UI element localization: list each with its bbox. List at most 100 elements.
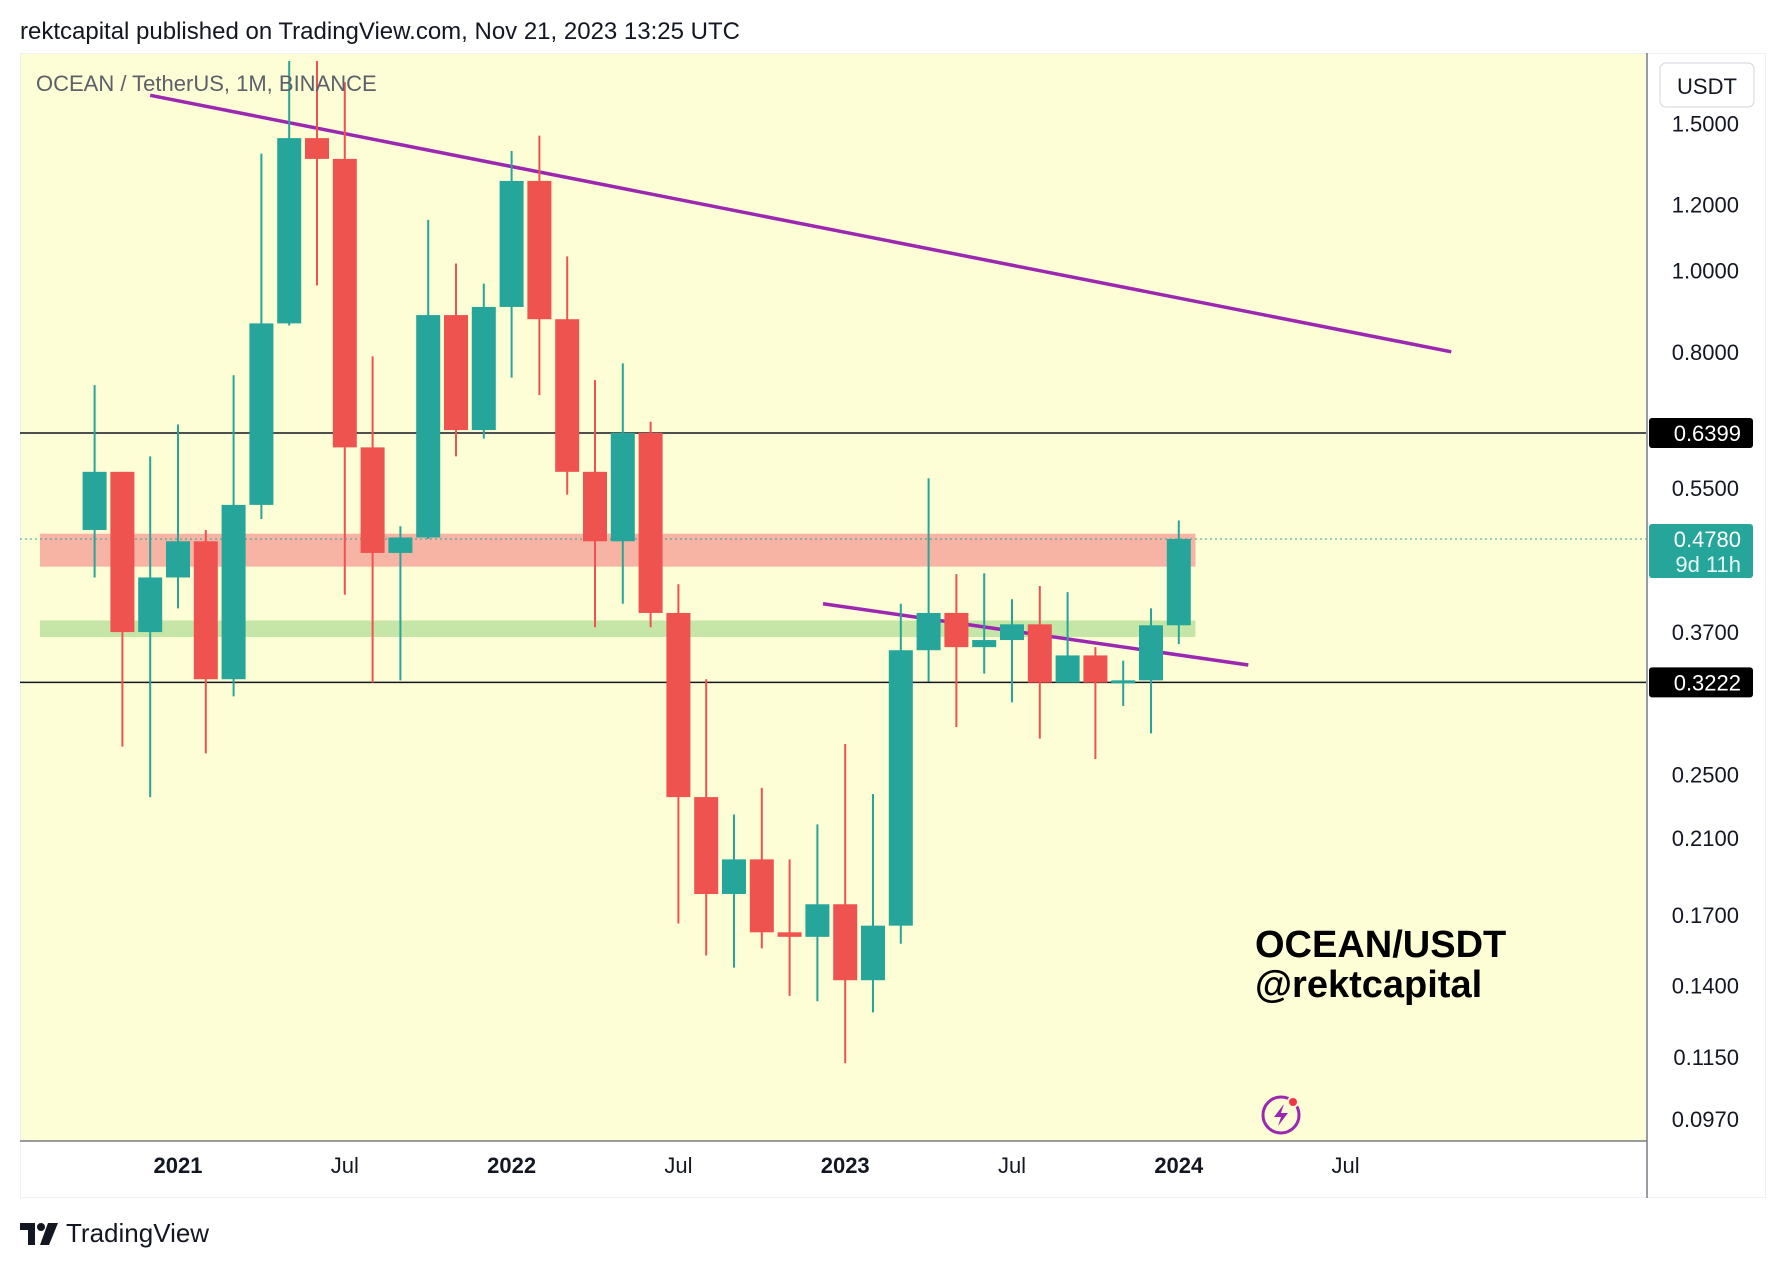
candle-body (166, 541, 190, 578)
candle-body (360, 447, 385, 553)
candle-body (110, 471, 135, 633)
price-label-value: 0.4780 (1674, 527, 1741, 552)
candle (722, 814, 746, 968)
candle-body (527, 180, 552, 320)
x-axis-ticks: 2021 Jul 2022 Jul 2023 Jul 2024 Jul (154, 1153, 1360, 1178)
candle-body (1000, 624, 1024, 641)
price-label-value: 0.6399 (1674, 421, 1741, 446)
price-label-countdown: 9d 11h (1675, 552, 1741, 577)
y-tick-label: 0.1400 (1672, 973, 1739, 998)
candle-body (1139, 625, 1163, 681)
candle (249, 153, 274, 520)
candle (888, 603, 913, 944)
price-chart[interactable]: 1.5000 1.2000 1.0000 0.8000 0.5500 0.3700 0.25… (20, 53, 1766, 1198)
candle-body (1055, 655, 1080, 683)
x-tick-label: 2023 (821, 1153, 870, 1178)
y-tick-label: 0.1700 (1672, 903, 1739, 928)
x-tick-label: Jul (331, 1153, 359, 1178)
candle (749, 787, 774, 949)
candle (277, 61, 302, 326)
candle-body (972, 640, 997, 648)
candle-body (638, 432, 663, 613)
candle (416, 219, 441, 539)
y-axis-ticks: 1.5000 1.2000 1.0000 0.8000 0.5500 0.3700 0.25… (1672, 111, 1739, 1131)
candle-body (777, 932, 802, 937)
candle (1083, 647, 1108, 759)
y-tick-label: 0.1150 (1673, 1045, 1739, 1070)
y-tick-label: 1.5000 (1672, 111, 1739, 136)
candle-body (193, 541, 218, 680)
candle (221, 375, 246, 697)
candle-body (82, 471, 107, 530)
lightning-icon[interactable] (1261, 1095, 1301, 1135)
candle-body (583, 471, 607, 542)
y-tick-label: 1.2000 (1672, 192, 1739, 217)
candle-body (499, 180, 524, 307)
candle-body (332, 158, 357, 448)
candle (110, 471, 135, 747)
candle (471, 283, 496, 439)
candle (638, 421, 663, 628)
trendline (149, 93, 1452, 354)
candle (610, 363, 635, 604)
candle (1027, 586, 1052, 739)
candle (1111, 660, 1136, 706)
candle-body (722, 859, 746, 895)
candle (82, 385, 107, 578)
candle (666, 584, 691, 924)
y-tick-label: 0.2100 (1672, 826, 1739, 851)
candle (583, 380, 607, 628)
candle (444, 263, 468, 457)
candle-body (1083, 655, 1108, 683)
y-tick-label: 0.8000 (1672, 340, 1739, 365)
candle-body (833, 904, 858, 981)
candles (82, 61, 1191, 1064)
candle (805, 824, 830, 1002)
candle-body (277, 138, 302, 324)
currency-button[interactable]: USDT (1659, 62, 1755, 108)
currency-label: USDT (1677, 74, 1737, 99)
candle (833, 743, 858, 1064)
candle-body (1166, 538, 1191, 626)
price-label-box (1649, 667, 1753, 698)
candle-body (138, 577, 163, 633)
candle (138, 456, 163, 798)
x-tick-label: Jul (1332, 1153, 1360, 1178)
tradingview-branding[interactable]: TradingView (20, 1218, 209, 1249)
candle (332, 82, 357, 595)
candle-body (666, 612, 691, 798)
candle-body (1111, 680, 1136, 684)
price-label-box (1649, 417, 1753, 448)
candle-body (916, 612, 941, 651)
candle (1000, 599, 1024, 703)
candle-body (861, 925, 885, 981)
candle (861, 794, 885, 1013)
candle-body (416, 315, 441, 538)
candle-body (944, 612, 969, 648)
x-tick-label: 2022 (487, 1153, 536, 1178)
candle-body (305, 138, 329, 159)
candle (388, 526, 413, 681)
candle (499, 150, 524, 378)
candle (1055, 592, 1080, 683)
x-tick-label: 2024 (1154, 1153, 1204, 1178)
x-tick-label: 2021 (154, 1153, 203, 1178)
watermark-pair: OCEAN/USDT (1255, 924, 1506, 966)
tradingview-logo-icon (20, 1222, 58, 1245)
candle (777, 859, 802, 996)
candle-body (1027, 624, 1052, 683)
candle-body (888, 650, 913, 926)
candle-body (805, 904, 830, 937)
candle (1166, 520, 1191, 645)
candle (360, 356, 385, 683)
tradingview-brand-text: TradingView (66, 1218, 210, 1248)
price-zone (40, 620, 1196, 638)
candle (305, 61, 329, 286)
candle-body (610, 432, 635, 542)
candle (193, 529, 218, 754)
candle-body (694, 797, 719, 895)
candle-body (749, 859, 774, 933)
y-tick-label: 0.3700 (1672, 620, 1739, 645)
candle-body (555, 319, 580, 472)
y-tick-label: 0.0970 (1672, 1107, 1739, 1132)
